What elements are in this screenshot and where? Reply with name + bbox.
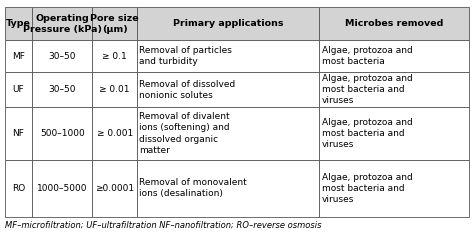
Text: Algae, protozoa and
most bacteria and
viruses: Algae, protozoa and most bacteria and vi… bbox=[322, 74, 412, 105]
Text: Algae, protozoa and
most bacteria: Algae, protozoa and most bacteria bbox=[322, 46, 412, 66]
Text: NF: NF bbox=[12, 129, 25, 138]
Bar bbox=[137, 7, 319, 40]
Text: Primary applications: Primary applications bbox=[173, 19, 283, 28]
Bar bbox=[32, 107, 92, 160]
Text: 30–50: 30–50 bbox=[48, 52, 76, 61]
Text: Pore size
(μm): Pore size (μm) bbox=[91, 14, 139, 34]
Text: ≥ 0.01: ≥ 0.01 bbox=[100, 85, 130, 94]
Bar bbox=[92, 160, 137, 217]
Text: Algae, protozoa and
most bacteria and
viruses: Algae, protozoa and most bacteria and vi… bbox=[322, 118, 412, 149]
Text: Type: Type bbox=[6, 19, 31, 28]
Bar bbox=[92, 72, 137, 107]
Bar bbox=[32, 72, 92, 107]
Text: RO: RO bbox=[12, 184, 25, 193]
Bar bbox=[5, 7, 32, 40]
Text: MF–microfiltration; UF–ultrafiltration NF–nanofiltration; RO–reverse osmosis: MF–microfiltration; UF–ultrafiltration N… bbox=[5, 220, 321, 229]
Text: 1000–5000: 1000–5000 bbox=[37, 184, 87, 193]
Text: ≥0.0001: ≥0.0001 bbox=[95, 184, 134, 193]
Text: ≥ 0.001: ≥ 0.001 bbox=[97, 129, 133, 138]
Text: Removal of monovalent
ions (desalination): Removal of monovalent ions (desalination… bbox=[139, 178, 247, 198]
Bar bbox=[32, 40, 92, 72]
Text: Operating
Pressure (kPa): Operating Pressure (kPa) bbox=[23, 14, 102, 34]
Bar bbox=[319, 72, 469, 107]
Bar bbox=[137, 107, 319, 160]
Bar bbox=[5, 40, 32, 72]
Bar bbox=[92, 7, 137, 40]
Bar bbox=[137, 40, 319, 72]
Bar bbox=[32, 160, 92, 217]
Text: UF: UF bbox=[13, 85, 24, 94]
Bar bbox=[5, 72, 32, 107]
Bar bbox=[137, 72, 319, 107]
Text: Algae, protozoa and
most bacteria and
viruses: Algae, protozoa and most bacteria and vi… bbox=[322, 173, 412, 204]
Bar bbox=[319, 107, 469, 160]
Text: MF: MF bbox=[12, 52, 25, 61]
Text: 30–50: 30–50 bbox=[48, 85, 76, 94]
Text: ≥ 0.1: ≥ 0.1 bbox=[102, 52, 127, 61]
Text: Microbes removed: Microbes removed bbox=[345, 19, 444, 28]
Bar bbox=[137, 160, 319, 217]
Text: Removal of dissolved
nonionic solutes: Removal of dissolved nonionic solutes bbox=[139, 79, 236, 100]
Text: Removal of particles
and turbidity: Removal of particles and turbidity bbox=[139, 46, 232, 66]
Text: Removal of divalent
ions (softening) and
dissolved organic
matter: Removal of divalent ions (softening) and… bbox=[139, 112, 230, 155]
Bar bbox=[32, 7, 92, 40]
Bar bbox=[92, 40, 137, 72]
Bar bbox=[5, 107, 32, 160]
Text: 500–1000: 500–1000 bbox=[40, 129, 84, 138]
Bar bbox=[5, 160, 32, 217]
Bar bbox=[319, 7, 469, 40]
Bar bbox=[319, 160, 469, 217]
Bar bbox=[319, 40, 469, 72]
Bar bbox=[92, 107, 137, 160]
